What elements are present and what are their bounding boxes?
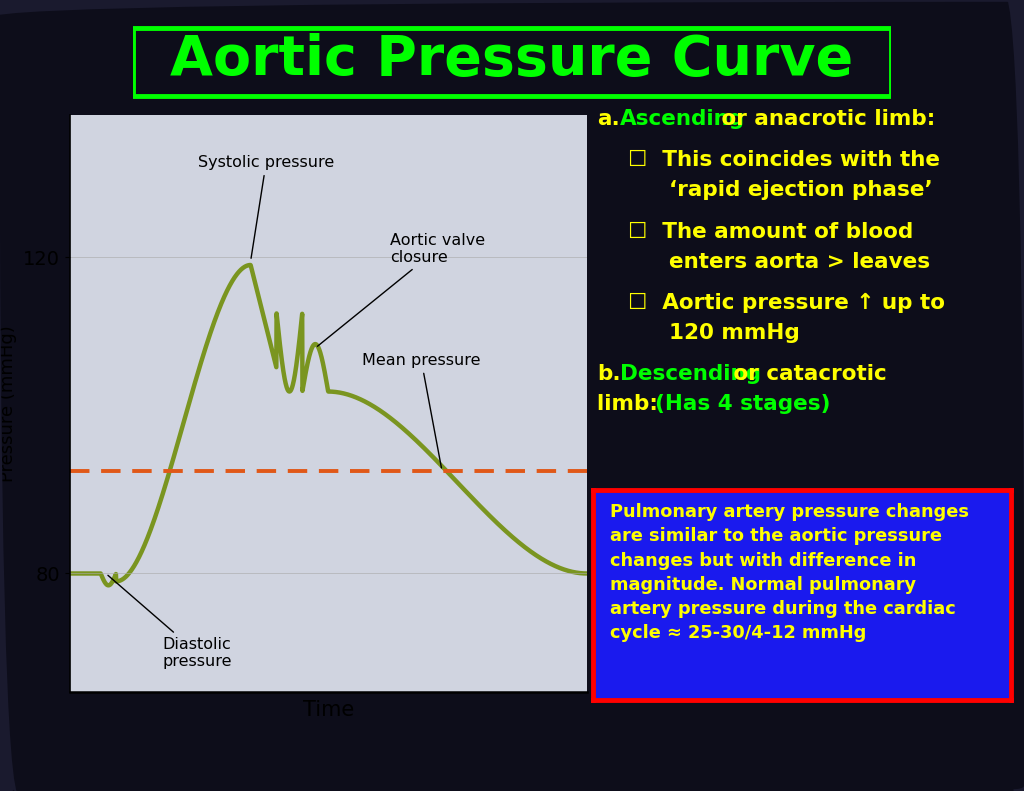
Text: Descending: Descending xyxy=(620,364,761,384)
Text: Systolic pressure: Systolic pressure xyxy=(198,155,334,259)
Text: ☐  Aortic pressure ↑ up to: ☐ Aortic pressure ↑ up to xyxy=(628,293,945,312)
Text: (Has 4 stages): (Has 4 stages) xyxy=(655,394,830,414)
Text: Aortic Pressure Curve: Aortic Pressure Curve xyxy=(170,32,854,87)
Text: ‘rapid ejection phase’: ‘rapid ejection phase’ xyxy=(669,180,933,200)
Text: or anacrotic limb:: or anacrotic limb: xyxy=(714,109,935,129)
Text: Diastolic
pressure: Diastolic pressure xyxy=(108,575,232,669)
Text: ☐  This coincides with the: ☐ This coincides with the xyxy=(628,150,940,170)
Text: b.: b. xyxy=(597,364,621,384)
Text: Mean pressure: Mean pressure xyxy=(362,353,480,468)
X-axis label: Time: Time xyxy=(302,701,354,721)
Text: Pulmonary artery pressure changes
are similar to the aortic pressure
changes but: Pulmonary artery pressure changes are si… xyxy=(609,503,969,642)
Text: ☐  The amount of blood: ☐ The amount of blood xyxy=(628,221,913,241)
Text: a.: a. xyxy=(597,109,620,129)
Y-axis label: Pressure (mmHg): Pressure (mmHg) xyxy=(0,325,17,482)
Text: 120 mmHg: 120 mmHg xyxy=(669,323,800,343)
Text: limb:: limb: xyxy=(597,394,666,414)
Text: or catacrotic: or catacrotic xyxy=(726,364,887,384)
Text: Ascending: Ascending xyxy=(620,109,744,129)
Text: enters aorta > leaves: enters aorta > leaves xyxy=(669,252,930,271)
Text: Aortic valve
closure: Aortic valve closure xyxy=(317,233,485,346)
